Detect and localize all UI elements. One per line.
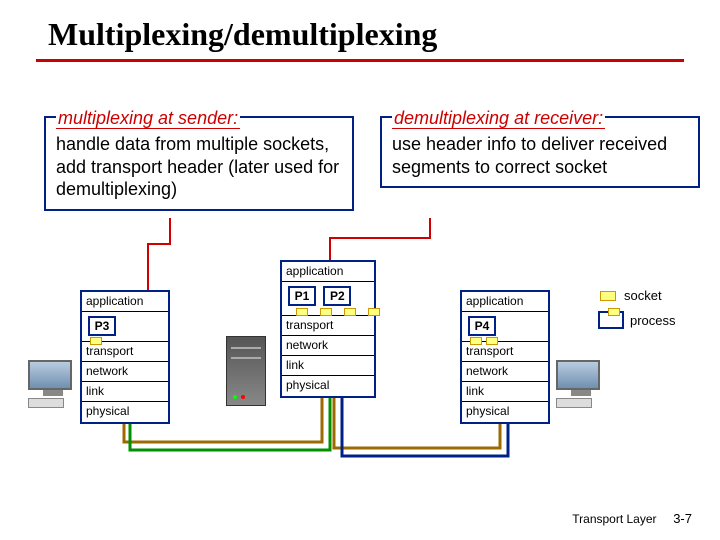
layer-network: network bbox=[82, 362, 168, 382]
socket-icon bbox=[368, 308, 380, 316]
legend-socket-label: socket bbox=[624, 288, 662, 303]
definition-sender-heading: multiplexing at sender: bbox=[56, 108, 240, 129]
layer-transport: transport bbox=[462, 342, 548, 362]
socket-icon bbox=[344, 308, 356, 316]
protocol-stack-sender: application P3 transport network link ph… bbox=[80, 290, 170, 424]
layer-physical: physical bbox=[282, 376, 374, 396]
page-title: Multiplexing/demultiplexing bbox=[0, 0, 720, 57]
computer-icon bbox=[556, 360, 606, 400]
footer-page: 3-7 bbox=[673, 511, 692, 526]
layer-link: link bbox=[462, 382, 548, 402]
layer-transport-label: transport bbox=[466, 344, 513, 358]
socket-icon bbox=[470, 337, 482, 345]
footer-section: Transport Layer bbox=[572, 512, 656, 526]
socket-icon bbox=[600, 291, 616, 301]
process-p2: P2 bbox=[323, 286, 351, 306]
definition-receiver-box: demultiplexing at receiver: use header i… bbox=[380, 116, 700, 188]
layer-link: link bbox=[282, 356, 374, 376]
socket-icon bbox=[90, 337, 102, 345]
layer-physical: physical bbox=[82, 402, 168, 422]
definition-sender-box: multiplexing at sender: handle data from… bbox=[44, 116, 354, 211]
layer-link: link bbox=[82, 382, 168, 402]
layer-application: application bbox=[82, 292, 168, 312]
process-icon bbox=[598, 311, 624, 329]
socket-icon bbox=[296, 308, 308, 316]
definition-receiver-body: use header info to deliver received segm… bbox=[392, 133, 688, 178]
socket-icon bbox=[486, 337, 498, 345]
process-p1: P1 bbox=[288, 286, 316, 306]
protocol-stack-receiver: application P4 transport network link ph… bbox=[460, 290, 550, 424]
legend-socket: socket bbox=[598, 288, 676, 303]
protocol-stack-server: application P1 P2 transport network link… bbox=[280, 260, 376, 398]
layer-transport: transport bbox=[282, 316, 374, 336]
slide-footer: Transport Layer 3-7 bbox=[572, 511, 692, 526]
server-icon bbox=[226, 336, 266, 406]
layer-transport: transport bbox=[82, 342, 168, 362]
definition-sender-body: handle data from multiple sockets, add t… bbox=[56, 133, 342, 201]
socket-row-center bbox=[294, 308, 382, 316]
layer-application: application bbox=[462, 292, 548, 312]
layer-transport-label: transport bbox=[86, 344, 133, 358]
legend-process: process bbox=[598, 311, 676, 329]
layer-network: network bbox=[462, 362, 548, 382]
layer-application: application bbox=[282, 262, 374, 282]
layer-physical: physical bbox=[462, 402, 548, 422]
legend-process-label: process bbox=[630, 313, 676, 328]
computer-icon bbox=[28, 360, 78, 400]
title-underline bbox=[36, 59, 684, 62]
definition-receiver-heading: demultiplexing at receiver: bbox=[392, 108, 605, 129]
socket-icon bbox=[320, 308, 332, 316]
legend: socket process bbox=[598, 288, 676, 337]
layer-network: network bbox=[282, 336, 374, 356]
process-p4: P4 bbox=[468, 316, 496, 336]
process-p3: P3 bbox=[88, 316, 116, 336]
